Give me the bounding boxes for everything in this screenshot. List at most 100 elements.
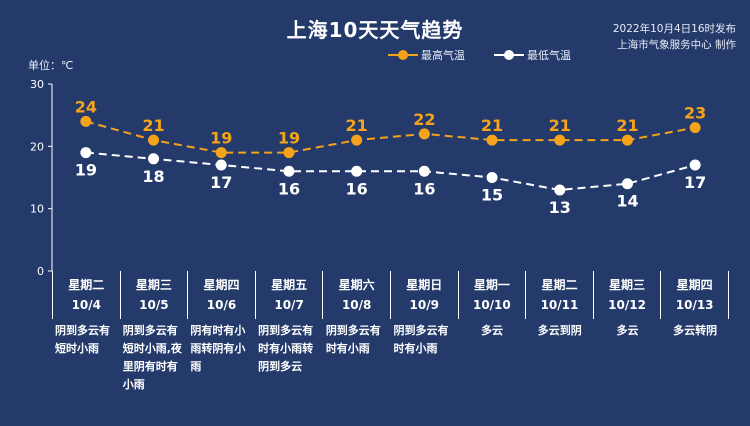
weekday: 星期四 <box>676 278 713 292</box>
data-point-low <box>283 165 295 177</box>
weather-description: 阴到多云有时有小雨转阴到多云 <box>258 324 314 373</box>
data-point-low <box>418 165 430 177</box>
data-label-high: 21 <box>549 116 571 135</box>
data-point-low <box>554 184 566 196</box>
data-point-low <box>621 178 633 190</box>
weekday: 星期一 <box>473 278 510 292</box>
weather-description: 阴到多云有短时小雨 <box>55 324 110 355</box>
data-label-high: 23 <box>684 104 706 123</box>
y-tick-label: 20 <box>30 140 44 153</box>
data-point-high <box>148 134 160 146</box>
date: 10/12 <box>608 298 646 312</box>
day-cell: 星期六 10/8 <box>322 271 390 319</box>
data-label-high: 19 <box>210 129 232 148</box>
data-point-high <box>418 128 430 140</box>
date: 10/5 <box>139 298 169 312</box>
y-tick-label: 30 <box>30 78 44 91</box>
day-header-row: 星期二 10/4 星期三 10/5 星期四 10/6 星期五 10/7 星期六 10/8 … <box>52 271 729 319</box>
data-point-low <box>351 165 363 177</box>
page-title: 上海10天天气趋势 <box>286 18 464 42</box>
weekday: 星期三 <box>609 278 646 292</box>
data-label-high: 21 <box>346 116 368 135</box>
data-point-low <box>148 153 160 165</box>
data-label-low: 19 <box>75 161 97 180</box>
unit-label: 单位：℃ <box>28 59 74 72</box>
data-point-high <box>215 147 227 159</box>
weather-description: 阴到多云有时有小雨 <box>393 324 449 355</box>
data-label-low: 17 <box>210 173 232 192</box>
data-label-low: 16 <box>346 179 368 198</box>
data-label-high: 24 <box>75 97 97 116</box>
day-cell: 星期日 10/9 <box>389 271 458 319</box>
data-label-high: 21 <box>481 116 503 135</box>
legend-item-low: 最低气温 <box>494 47 571 63</box>
data-label-low: 16 <box>278 179 300 198</box>
publish-info: 2022年10月4日16时发布 上海市气象服务中心 制作 <box>613 21 736 53</box>
weather-description: 阴到多云有时有小雨 <box>325 324 381 355</box>
weekday: 星期四 <box>203 278 240 292</box>
day-cell: 星期四 10/6 <box>187 271 255 319</box>
data-point-high <box>689 122 701 134</box>
day-cell: 星期二 10/4 <box>52 271 120 319</box>
legend-high-marker-icon <box>388 50 418 60</box>
publish-time: 2022年10月4日16时发布 <box>612 23 736 35</box>
legend-high-label: 最高气温 <box>421 49 465 62</box>
day-cell: 星期五 10/7 <box>254 271 323 319</box>
data-point-high <box>554 134 566 146</box>
day-cell: 星期三 10/12 <box>592 271 661 319</box>
weekday: 星期六 <box>338 278 375 292</box>
data-point-high <box>283 147 295 159</box>
y-tick-label: 10 <box>30 203 44 216</box>
weekday: 星期三 <box>135 278 172 292</box>
day-cell: 星期一 10/10 <box>457 271 526 319</box>
data-label-high: 19 <box>278 129 300 148</box>
data-point-low <box>689 159 701 171</box>
date: 10/6 <box>206 298 237 312</box>
legend-item-high: 最高气温 <box>388 47 465 63</box>
data-point-high <box>621 134 633 146</box>
date: 10/11 <box>540 298 579 312</box>
weather-description: 阴到多云有短时小雨,夜里阴有时有小雨 <box>122 324 182 391</box>
date: 10/13 <box>675 298 714 312</box>
date: 10/7 <box>274 298 304 312</box>
data-point-high <box>80 115 92 127</box>
data-label-low: 15 <box>481 186 503 205</box>
weather-description: 多云 <box>616 324 639 337</box>
data-label-low: 16 <box>413 179 435 198</box>
data-label-low: 14 <box>616 192 638 211</box>
data-point-high <box>351 134 363 146</box>
weather-description: 多云转阴 <box>673 324 718 337</box>
date: 10/10 <box>472 298 511 312</box>
data-point-low <box>80 147 92 159</box>
y-tick-label: 0 <box>37 265 44 278</box>
publisher: 上海市气象服务中心 制作 <box>617 39 736 51</box>
weather-description: 阴有时有小雨转阴有小雨 <box>190 324 246 373</box>
weekday: 星期五 <box>271 278 308 292</box>
data-label-low: 13 <box>549 198 571 217</box>
day-cell: 星期三 10/5 <box>119 271 188 319</box>
data-label-high: 21 <box>142 116 164 135</box>
weather-description: 多云到阴 <box>537 324 582 337</box>
data-label-low: 18 <box>142 167 164 186</box>
weekday: 星期二 <box>541 278 578 292</box>
date: 10/9 <box>409 298 439 312</box>
series-line-low <box>85 151 696 191</box>
weather-description-row: 阴到多云有短时小雨 阴到多云有短时小雨,夜里阴有时有小雨 阴有时有小雨转阴有小雨… <box>52 322 729 394</box>
data-point-low <box>215 159 227 171</box>
data-label-low: 17 <box>684 173 706 192</box>
data-point-low <box>486 172 498 183</box>
legend-low-label: 最低气温 <box>527 49 571 62</box>
data-label-high: 22 <box>413 110 435 129</box>
weather-description: 多云 <box>481 324 504 337</box>
legend-low-marker-icon <box>494 50 524 60</box>
day-cell: 星期四 10/13 <box>660 271 729 319</box>
date: 10/4 <box>71 298 102 312</box>
weekday: 星期二 <box>68 278 105 292</box>
day-cell: 星期二 10/11 <box>525 271 593 319</box>
data-point-high <box>486 134 498 146</box>
date: 10/8 <box>341 298 372 312</box>
series-line-high <box>85 120 696 154</box>
data-label-high: 21 <box>616 116 638 135</box>
weekday: 星期日 <box>406 278 443 292</box>
